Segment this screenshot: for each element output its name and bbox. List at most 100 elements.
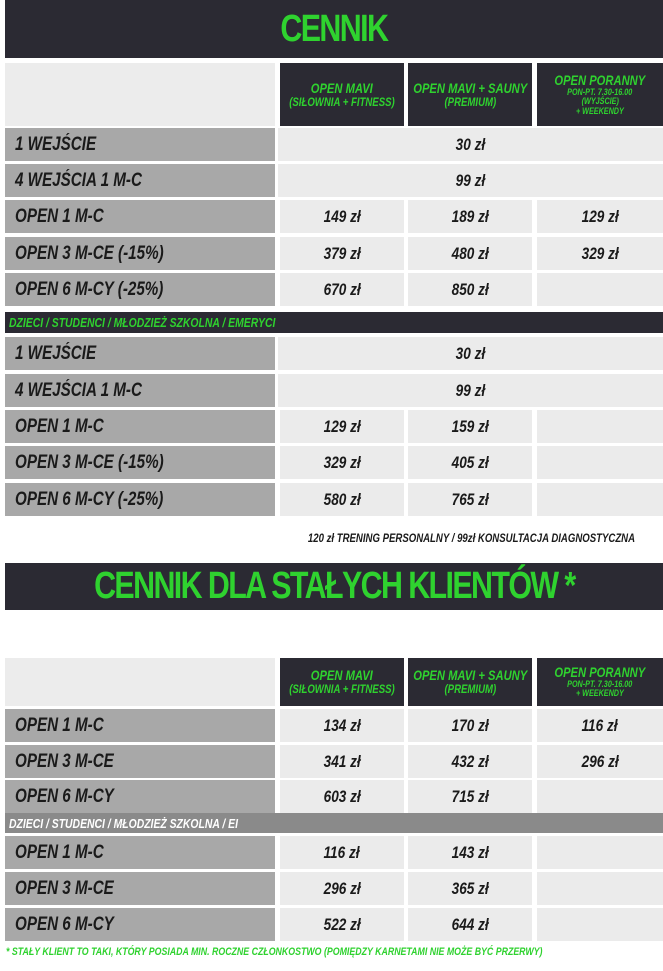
price-cell: 296 zł [537,745,663,778]
note-text: 120 zł TRENING PERSONALNY / 99zł KONSULT… [307,530,636,545]
row-label: OPEN 1 M-C [5,200,275,233]
price-cell-text: 670 zł [323,279,361,299]
column-header-line: + WEEKENDY [576,688,624,699]
row-label: OPEN 3 M-CE [5,872,275,905]
column-header-line: + WEEKENDY [576,105,624,116]
row-label: 1 WEJŚCIE [5,337,275,370]
price-cell-text: 850 zł [451,279,489,299]
price-cell-all: 30 zł [278,128,663,161]
row-label-text: OPEN 6 M-CY (-25%) [15,278,164,300]
price-cell: 116 zł [280,836,404,869]
row-label-text: 1 WEJŚCIE [15,133,97,155]
price-cell [537,908,663,941]
column-header-line: OPEN PORANNY [554,664,646,681]
row-label-text: OPEN 3 M-CE [15,750,114,772]
price-cell: 365 zł [408,872,532,905]
price-cell: 296 zł [280,872,404,905]
row-label-text: OPEN 1 M-C [15,415,104,437]
price-cell-text: 341 zł [323,751,361,771]
price-cell [537,780,663,813]
price-cell-all: 99 zł [278,164,663,197]
price-cell [537,836,663,869]
title-text: CENNIK DLA STAŁYCH KLIENTÓW * [93,565,576,607]
price-cell-text: 189 zł [451,206,489,226]
price-cell-text: 143 zł [451,842,489,862]
row-label-text: 4 WEJŚCIA 1 M-C [15,169,142,191]
price-cell-text: 149 zł [323,206,361,226]
footnote-text: * STAŁY KLIENT TO TAKI, KTÓRY POSIADA MI… [6,946,543,958]
column-header: OPEN MAVI (SIŁOWNIA + FITNESS) [280,63,404,126]
header-empty-cell [5,63,275,126]
price-cell-text: 296 zł [581,751,619,771]
header-empty-cell [5,658,275,706]
row-label-text: OPEN 3 M-CE [15,877,114,899]
row-label: OPEN 3 M-CE (-15%) [5,237,275,270]
column-header: OPEN MAVI + SAUNY (PREMIUM) [408,63,532,126]
price-cell-text: 129 zł [581,206,619,226]
row-label-text: 4 WEJŚCIA 1 M-C [15,379,142,401]
row-label-text: OPEN 1 M-C [15,205,104,227]
price-cell: 129 zł [537,200,663,233]
column-header: OPEN PORANNY PON-PT. 7.30-16.00 + WEEKENDY [537,658,663,706]
price-cell: 170 zł [408,709,532,742]
price-cell: 670 zł [280,273,404,306]
discount-group-banner: DZIECI / STUDENCI / MŁODZIEŻ SZKOLNA / E… [5,312,663,333]
price-cell: 129 zł [280,410,404,443]
column-header-line: OPEN PORANNY [554,72,646,88]
price-cell-text: 129 zł [323,416,361,436]
price-cell-text: 580 zł [323,489,361,509]
price-cell-text: 365 zł [451,878,489,898]
price-cell: 522 zł [280,908,404,941]
price-cell: 143 zł [408,836,532,869]
row-label: OPEN 6 M-CY (-25%) [5,273,275,306]
price-cell-all-text: 99 zł [455,170,486,190]
price-cell-text: 379 zł [323,243,361,263]
price-cell-text: 603 zł [323,786,361,806]
row-label: 4 WEJŚCIA 1 M-C [5,374,275,407]
row-label: OPEN 6 M-CY [5,908,275,941]
regular-clients-title: CENNIK DLA STAŁYCH KLIENTÓW * [5,563,663,610]
price-cell: 850 zł [408,273,532,306]
price-cell-text: 329 zł [581,243,619,263]
row-label-text: OPEN 1 M-C [15,841,104,863]
price-cell: 116 zł [537,709,663,742]
column-header: OPEN MAVI + SAUNY (PREMIUM) [408,658,532,706]
price-cell-text: 480 zł [451,243,489,263]
row-label: 1 WEJŚCIE [5,128,275,161]
price-cell-text: 170 zł [451,715,489,735]
discount-group-banner-regular: DZIECI / STUDENCI / MŁODZIEŻ SZKOLNA / E… [5,813,663,833]
price-cell: 715 zł [408,780,532,813]
column-header: OPEN PORANNY PON-PT. 7.30-16.00 (WYJŚCIE) +… [537,63,663,126]
price-cell: 644 zł [408,908,532,941]
row-label: OPEN 3 M-CE [5,745,275,778]
price-cell: 405 zł [408,446,532,479]
price-cell-text: 116 zł [581,715,619,735]
column-header-line: (WYJŚCIE) [581,96,619,107]
row-label: OPEN 6 M-CY [5,780,275,813]
footnote: * STAŁY KLIENT TO TAKI, KTÓRY POSIADA MI… [6,946,663,964]
column-header-line: OPEN MAVI [310,79,374,96]
price-cell-text: 134 zł [323,715,361,735]
column-header-line: (PREMIUM) [444,682,496,697]
row-label: OPEN 3 M-CE (-15%) [5,446,275,479]
banner-text: DZIECI / STUDENCI / MŁODZIEŻ SZKOLNA / E… [9,315,276,330]
price-cell [537,273,663,306]
price-cell-text: 644 zł [451,914,489,934]
price-cell [537,410,663,443]
title-text: CENNIK [280,7,390,50]
price-cell-text: 765 zł [451,489,489,509]
row-label-text: 1 WEJŚCIE [15,342,97,364]
price-list-title: CENNIK [5,0,663,58]
price-cell: 379 zł [280,237,404,270]
price-cell-text: 329 zł [323,452,361,472]
column-header-line: OPEN MAVI + SAUNY [413,79,527,96]
row-label-text: OPEN 3 M-CE (-15%) [15,242,164,264]
price-cell: 329 zł [280,446,404,479]
price-cell: 159 zł [408,410,532,443]
price-cell: 329 zł [537,237,663,270]
row-label: OPEN 1 M-C [5,709,275,742]
price-cell: 765 zł [408,483,532,516]
row-label-text: OPEN 3 M-CE (-15%) [15,451,164,473]
price-cell-text: 159 zł [451,416,489,436]
price-cell-all: 99 zł [278,374,663,407]
